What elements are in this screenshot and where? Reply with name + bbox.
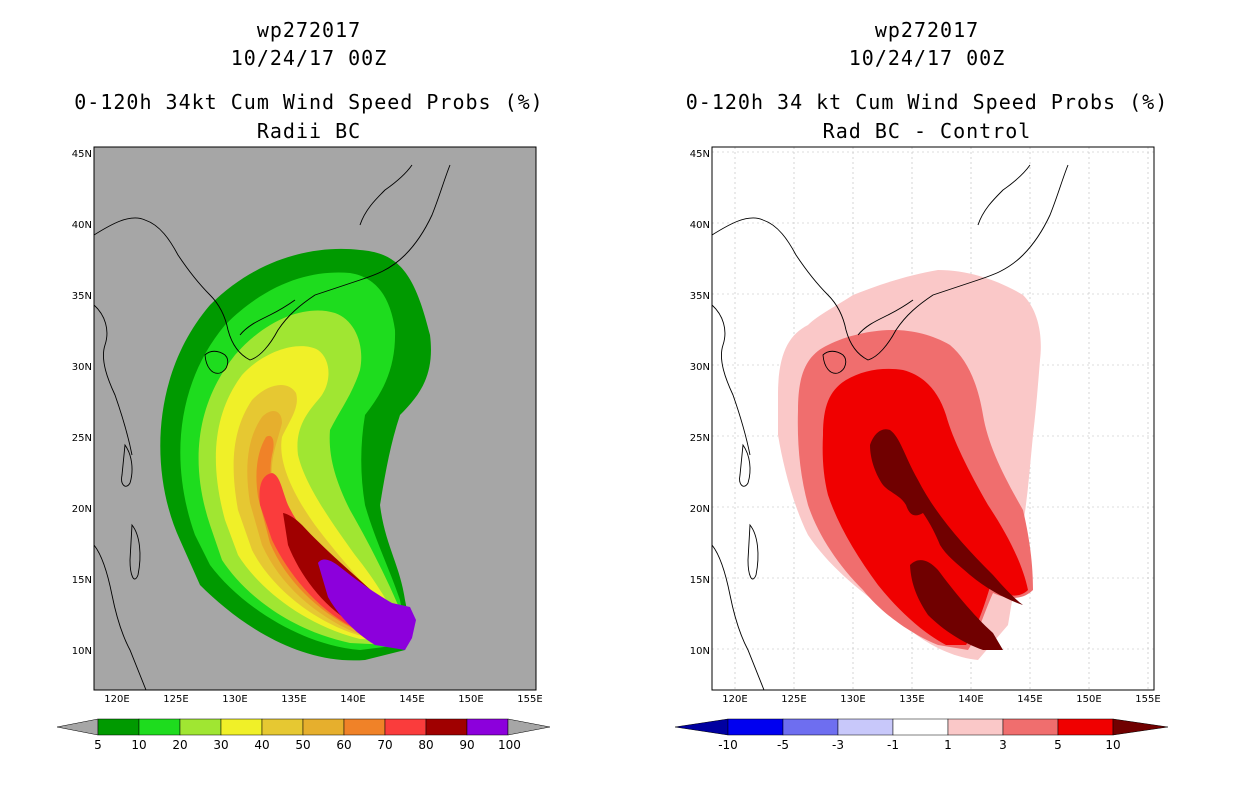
colorbar-swatch bbox=[892, 718, 949, 736]
lat-tick: 20N bbox=[72, 504, 92, 515]
colorbar-label: 5 bbox=[94, 738, 102, 752]
lat-tick: 15N bbox=[690, 575, 710, 586]
lat-tick: 40N bbox=[72, 220, 92, 231]
colorbar-swatch bbox=[138, 718, 181, 736]
difference-map: 45N 40N 35N 30N 25N 20N 15N 10N 120E 125… bbox=[690, 146, 1161, 705]
colorbar-label: 1 bbox=[944, 738, 952, 752]
colorbar-label: 50 bbox=[295, 738, 311, 752]
subtitle: Radii BC bbox=[256, 119, 362, 143]
colorbar-swatch bbox=[261, 718, 304, 736]
product-title: 0-120h 34 kt Cum Wind Speed Probs (%) bbox=[685, 90, 1169, 114]
lon-ticks: 120E 125E 130E 135E 140E 145E 150E 155E bbox=[722, 694, 1160, 705]
lat-tick: 35N bbox=[690, 291, 710, 302]
lat-tick: 45N bbox=[72, 149, 92, 160]
lon-tick: 140E bbox=[958, 694, 983, 705]
colorbar-label: 20 bbox=[172, 738, 188, 752]
lat-ticks: 45N 40N 35N 30N 25N 20N 15N 10N bbox=[72, 149, 92, 657]
colorbar-label: 100 bbox=[498, 738, 521, 752]
coastlines bbox=[94, 164, 451, 690]
lat-tick: 10N bbox=[690, 646, 710, 657]
lon-tick: 155E bbox=[1135, 694, 1160, 705]
colorbar-swatch bbox=[384, 718, 427, 736]
colorbar-label: 70 bbox=[377, 738, 393, 752]
colorbar-low-arrow bbox=[674, 718, 729, 736]
lon-tick: 120E bbox=[104, 694, 129, 705]
coastlines bbox=[712, 164, 1069, 690]
product-title: 0-120h 34kt Cum Wind Speed Probs (%) bbox=[74, 90, 544, 114]
colorbar-swatch bbox=[466, 718, 509, 736]
lat-tick: 25N bbox=[690, 433, 710, 444]
colorbar-label: 5 bbox=[1054, 738, 1062, 752]
datetime-title: 10/24/17 00Z bbox=[230, 46, 388, 70]
probability-map: 45N 40N 35N 30N 25N 20N 15N 10N 120E 125… bbox=[72, 146, 543, 705]
datetime-title: 10/24/17 00Z bbox=[848, 46, 1006, 70]
storm-id-title: wp272017 bbox=[256, 18, 362, 42]
colorbar-swatch bbox=[1002, 718, 1059, 736]
colorbar-swatch bbox=[425, 718, 468, 736]
lon-tick: 130E bbox=[840, 694, 865, 705]
lon-tick: 140E bbox=[340, 694, 365, 705]
colorbar-low-arrow bbox=[56, 718, 99, 736]
lat-tick: 30N bbox=[690, 362, 710, 373]
colorbar bbox=[674, 718, 1169, 736]
subtitle: Rad BC - Control bbox=[822, 119, 1032, 143]
lon-tick: 125E bbox=[163, 694, 188, 705]
lat-tick: 45N bbox=[690, 149, 710, 160]
right-panel: wp272017 10/24/17 00Z 0-120h 34 kt Cum W… bbox=[618, 0, 1236, 800]
colorbar-swatch bbox=[97, 718, 140, 736]
colorbar-swatch bbox=[782, 718, 839, 736]
lon-ticks: 120E 125E 130E 135E 140E 145E 150E 155E bbox=[104, 694, 542, 705]
lon-tick: 130E bbox=[222, 694, 247, 705]
lon-tick: 145E bbox=[1017, 694, 1042, 705]
lat-tick: 40N bbox=[690, 220, 710, 231]
colorbar-label: 60 bbox=[336, 738, 352, 752]
colorbar-swatch bbox=[727, 718, 784, 736]
lat-tick: 10N bbox=[72, 646, 92, 657]
colorbar-swatch bbox=[1057, 718, 1114, 736]
colorbar-label: 90 bbox=[459, 738, 475, 752]
colorbar bbox=[56, 718, 551, 736]
lon-tick: 125E bbox=[781, 694, 806, 705]
colorbar-swatch bbox=[947, 718, 1004, 736]
lon-tick: 155E bbox=[517, 694, 542, 705]
colorbar-label: 10 bbox=[131, 738, 147, 752]
lat-tick: 20N bbox=[690, 504, 710, 515]
colorbar-label: 30 bbox=[213, 738, 229, 752]
colorbar-swatch bbox=[220, 718, 263, 736]
lon-tick: 120E bbox=[722, 694, 747, 705]
colorbar-label: -5 bbox=[777, 738, 789, 752]
colorbar-swatch bbox=[179, 718, 222, 736]
colorbar-label: -3 bbox=[832, 738, 844, 752]
lon-tick: 135E bbox=[899, 694, 924, 705]
colorbar-label: -1 bbox=[887, 738, 899, 752]
lat-tick: 15N bbox=[72, 575, 92, 586]
difference-swath bbox=[778, 270, 1041, 660]
colorbar-swatch bbox=[837, 718, 894, 736]
colorbar-label: 3 bbox=[999, 738, 1007, 752]
storm-id-title: wp272017 bbox=[874, 18, 980, 42]
colorbar-label: 40 bbox=[254, 738, 270, 752]
lon-tick: 145E bbox=[399, 694, 424, 705]
left-panel: wp272017 10/24/17 00Z 0-120h 34kt Cum Wi… bbox=[56, 18, 551, 752]
colorbar-label: -10 bbox=[718, 738, 738, 752]
lon-tick: 135E bbox=[281, 694, 306, 705]
colorbar-swatch bbox=[302, 718, 345, 736]
lon-tick: 150E bbox=[458, 694, 483, 705]
colorbar-high-arrow bbox=[1112, 718, 1169, 736]
colorbar-swatch bbox=[343, 718, 386, 736]
lat-ticks: 45N 40N 35N 30N 25N 20N 15N 10N bbox=[690, 149, 710, 657]
lat-tick: 25N bbox=[72, 433, 92, 444]
lat-tick: 35N bbox=[72, 291, 92, 302]
lat-tick: 30N bbox=[72, 362, 92, 373]
colorbar-label: 80 bbox=[418, 738, 434, 752]
colorbar-high-arrow bbox=[507, 718, 551, 736]
lon-tick: 150E bbox=[1076, 694, 1101, 705]
colorbar-label: 10 bbox=[1105, 738, 1121, 752]
probability-swath bbox=[94, 164, 451, 690]
